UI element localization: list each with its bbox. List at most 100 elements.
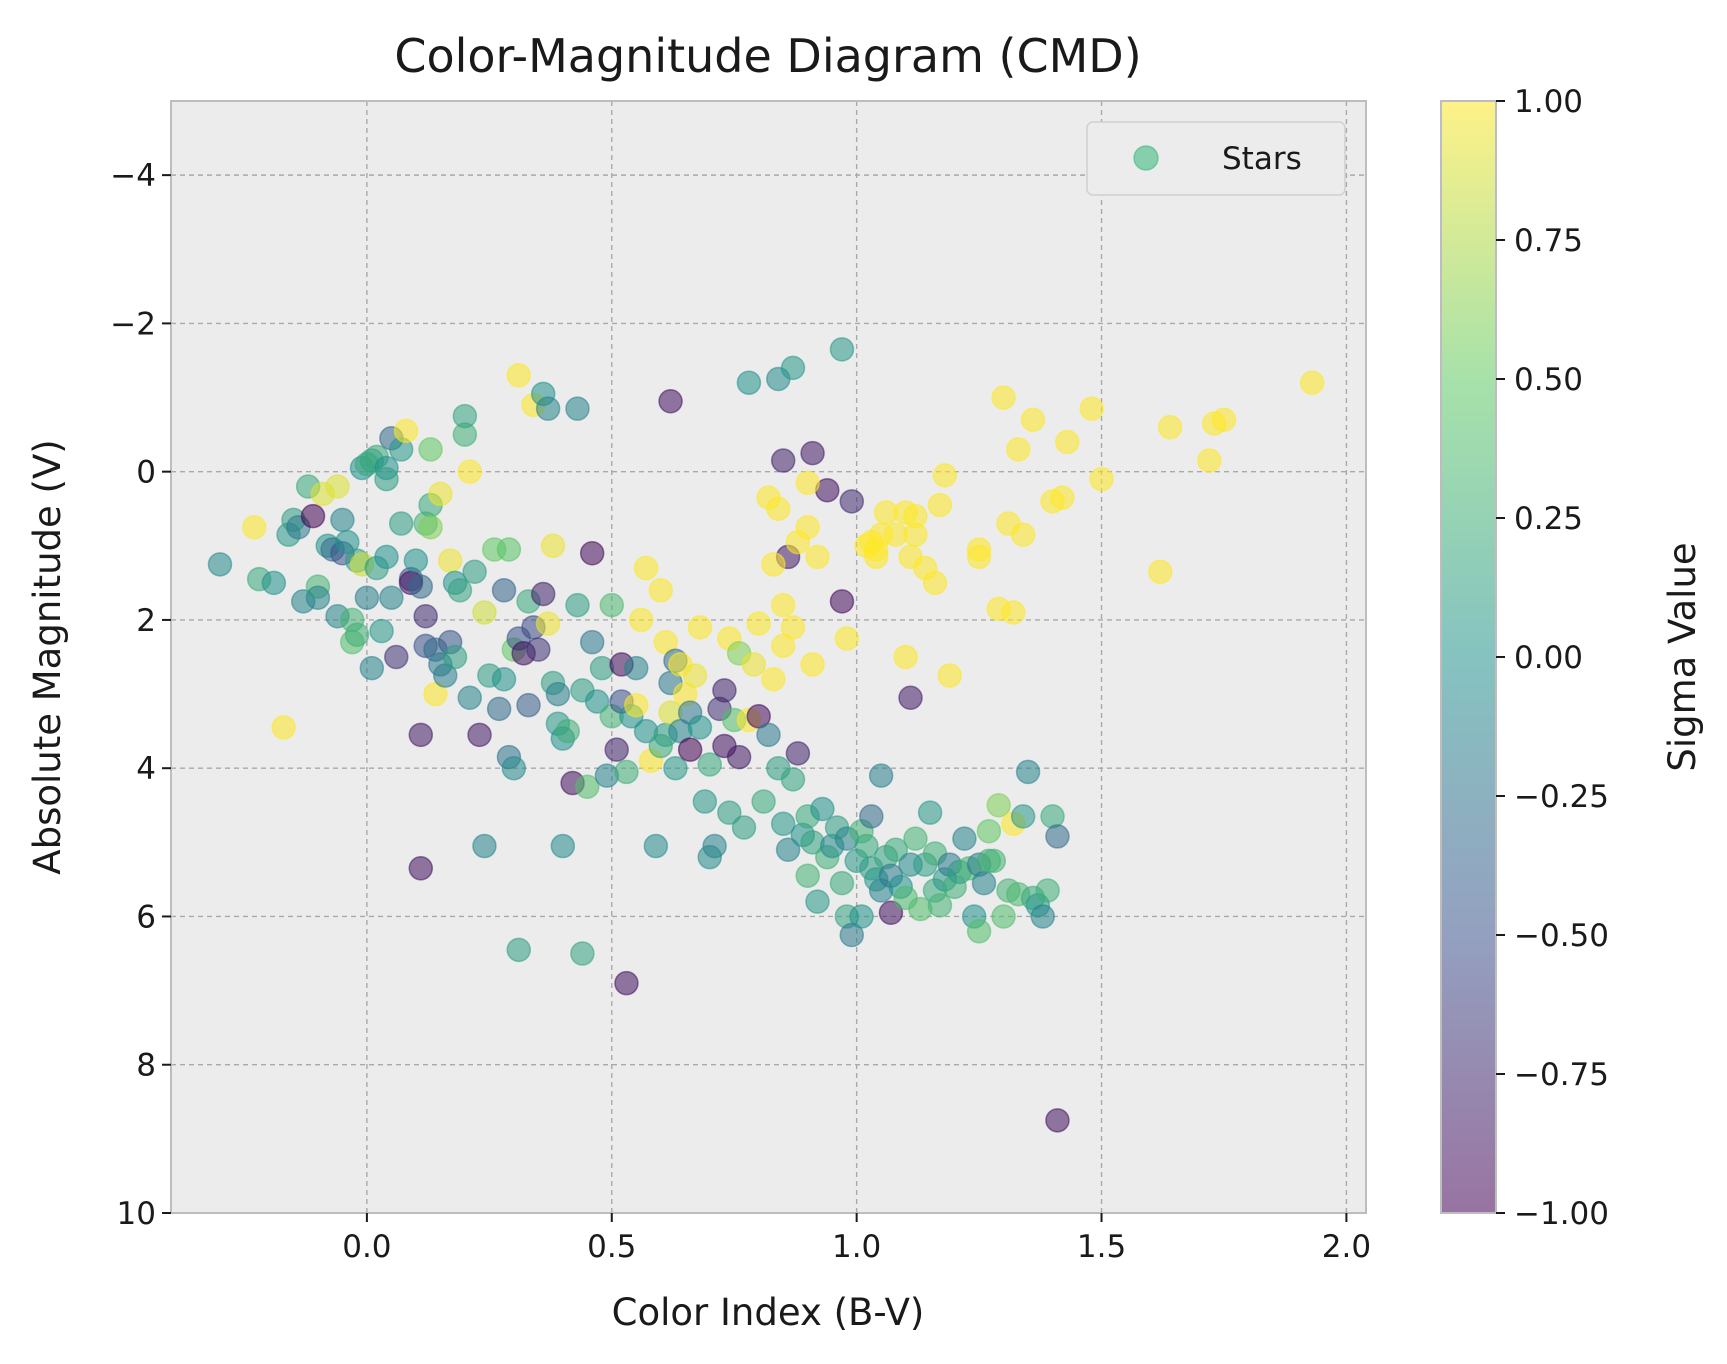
- data-point: [408, 722, 434, 748]
- data-point: [354, 585, 380, 610]
- data-point: [751, 789, 776, 814]
- data-point: [261, 570, 287, 596]
- colorbar-ticks: 1.00 0.75 0.50 0.25 0.00 −0.25 −0.50 −0.75 −1.00: [1496, 84, 1609, 1232]
- data-point: [878, 900, 904, 926]
- legend: Stars: [1086, 121, 1346, 196]
- data-point: [271, 715, 296, 740]
- data-points: [207, 337, 1325, 1133]
- data-point: [1045, 1108, 1070, 1133]
- data-point: [849, 904, 874, 929]
- y-tick-label: −4: [110, 158, 156, 194]
- y-axis-ticks: −4 −2 0 2 4 6 8 10: [110, 158, 171, 1232]
- data-point: [575, 774, 600, 799]
- data-point: [991, 385, 1016, 410]
- data-point: [952, 826, 977, 851]
- y-tick-label: −2: [110, 306, 156, 342]
- data-point: [540, 533, 566, 559]
- x-axis-ticks: 0.0 0.5 1.0 1.5 2.0: [342, 1213, 1371, 1265]
- data-point: [829, 589, 855, 614]
- y-tick-label: 0: [136, 455, 156, 491]
- data-point: [1010, 804, 1036, 829]
- data-point: [761, 552, 786, 577]
- data-point: [530, 581, 556, 607]
- plot-frame: [170, 100, 1367, 1214]
- data-point: [472, 833, 497, 859]
- data-point: [927, 893, 953, 918]
- data-point: [922, 570, 948, 596]
- data-point: [834, 626, 860, 651]
- legend-marker: [1133, 145, 1159, 171]
- data-point: [369, 618, 394, 644]
- data-point: [614, 759, 639, 785]
- data-point: [325, 474, 350, 499]
- y-axis-label: Absolute Magnitude (V): [26, 439, 69, 874]
- data-point: [418, 437, 443, 462]
- colorbar-tick-label: 1.00: [1514, 84, 1583, 120]
- data-point: [1299, 370, 1325, 395]
- data-point: [687, 615, 713, 640]
- data-point: [1157, 414, 1183, 440]
- colorbar-tick-label: 0.75: [1514, 223, 1583, 259]
- data-point: [614, 970, 639, 996]
- colorbar-tick-label: −0.25: [1514, 779, 1609, 815]
- data-point: [1050, 485, 1075, 510]
- data-point: [516, 692, 541, 718]
- data-point: [687, 715, 713, 740]
- data-point: [795, 515, 820, 540]
- data-point: [991, 904, 1016, 929]
- data-point: [437, 548, 463, 573]
- colorbar-tick-label: −0.50: [1514, 918, 1609, 954]
- data-point: [1089, 466, 1114, 492]
- colorbar-label: Sigma Value: [1661, 542, 1704, 771]
- data-point: [692, 789, 718, 814]
- data-point: [780, 355, 806, 381]
- data-point: [428, 481, 453, 507]
- data-point: [741, 652, 767, 677]
- data-point: [932, 463, 958, 488]
- data-point: [501, 755, 527, 781]
- data-point: [697, 752, 722, 777]
- data-point: [770, 448, 796, 473]
- data-point: [457, 459, 482, 484]
- data-point: [829, 337, 855, 362]
- data-point: [1030, 904, 1056, 929]
- data-point: [555, 718, 580, 744]
- data-point: [726, 744, 752, 770]
- data-point: [981, 848, 1007, 874]
- data-point: [374, 544, 399, 570]
- data-point: [829, 870, 855, 896]
- data-point: [579, 540, 605, 566]
- data-point: [379, 585, 404, 610]
- data-point: [643, 833, 669, 859]
- data-point: [506, 363, 531, 388]
- data-point: [682, 663, 708, 688]
- data-point: [1197, 448, 1222, 473]
- data-point: [579, 629, 605, 655]
- colorbar-tick-label: −0.75: [1514, 1057, 1609, 1093]
- data-point: [702, 833, 727, 859]
- data-point: [599, 592, 625, 618]
- data-point: [795, 470, 820, 496]
- data-point: [805, 544, 830, 570]
- x-tick-label: 1.0: [832, 1229, 881, 1265]
- y-tick-label: 6: [136, 899, 156, 935]
- legend-box: [1086, 121, 1346, 196]
- data-point: [780, 767, 806, 792]
- data-point: [770, 811, 796, 837]
- data-point: [584, 689, 610, 714]
- data-point: [565, 396, 590, 421]
- data-point: [971, 870, 997, 896]
- data-point: [467, 722, 492, 748]
- data-point: [1020, 407, 1046, 433]
- data-point: [393, 418, 419, 444]
- data-point: [761, 666, 786, 692]
- x-tick-label: 1.5: [1077, 1229, 1126, 1265]
- data-point: [1211, 407, 1237, 433]
- data-point: [408, 574, 434, 599]
- data-point: [628, 607, 654, 633]
- data-point: [491, 578, 517, 603]
- data-point: [535, 611, 561, 636]
- data-point: [746, 611, 771, 636]
